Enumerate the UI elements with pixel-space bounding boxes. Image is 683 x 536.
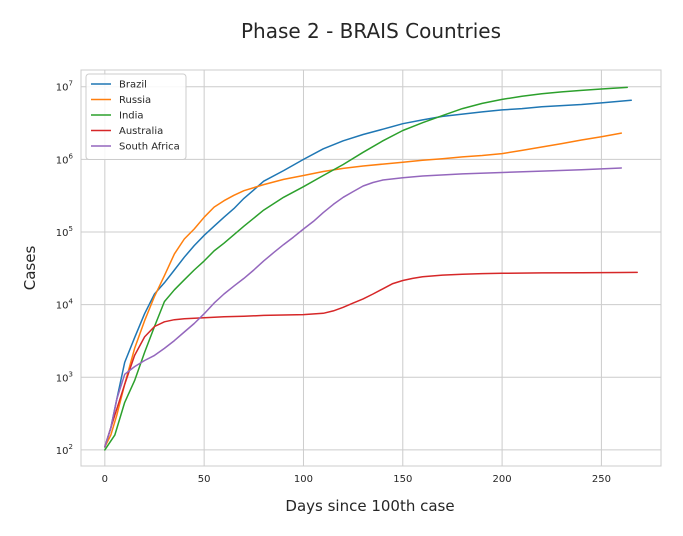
x-tick-label: 200	[493, 474, 512, 485]
x-tick-label: 150	[393, 474, 412, 485]
legend-label: South Africa	[119, 142, 180, 153]
y-tick-base: 10	[56, 83, 69, 94]
y-tick-label: 102	[56, 443, 73, 457]
x-tick-label: 50	[198, 474, 211, 485]
series-line-south-africa	[104, 167, 623, 448]
x-tick-labels: 0 50 100 150 200 250	[102, 474, 611, 485]
legend-box	[85, 73, 187, 160]
y-tick-exponent: 2	[69, 443, 73, 451]
series-line-india	[104, 86, 628, 451]
legend-label: Brazil	[119, 80, 147, 91]
y-tick-base: 10	[56, 301, 69, 312]
y-tick-exponent: 5	[69, 225, 73, 233]
y-tick-label: 106	[56, 152, 74, 166]
y-tick-exponent: 3	[69, 370, 73, 378]
y-tick-exponent: 4	[69, 298, 74, 306]
y-tick-base: 10	[56, 228, 69, 239]
series-line-brazil	[104, 99, 632, 448]
y-tick-label: 104	[56, 298, 74, 312]
y-tick-base: 10	[56, 155, 69, 166]
y-tick-exponent: 6	[69, 152, 74, 160]
series-line-australia	[104, 271, 638, 448]
chart-title: Phase 2 - BRAIS Countries	[241, 19, 501, 43]
series-line-russia	[104, 132, 623, 448]
x-tick-label: 0	[102, 474, 108, 485]
legend-label: India	[119, 111, 144, 122]
y-tick-base: 10	[56, 446, 69, 457]
series-lines	[104, 86, 638, 451]
x-tick-label: 250	[592, 474, 611, 485]
x-tick-label: 100	[294, 474, 313, 485]
y-tick-exponent: 7	[69, 80, 73, 88]
y-axis-label: Cases	[21, 246, 39, 291]
y-tick-label: 105	[56, 225, 73, 239]
legend-label: Australia	[119, 126, 163, 137]
legend-label: Russia	[119, 95, 151, 106]
y-tick-label: 107	[56, 80, 73, 94]
y-tick-base: 10	[56, 373, 69, 384]
y-tick-label: 103	[56, 370, 73, 384]
legend: Brazil Russia India Australia South Africa	[85, 73, 187, 160]
x-axis-label: Days since 100th case	[285, 497, 454, 515]
